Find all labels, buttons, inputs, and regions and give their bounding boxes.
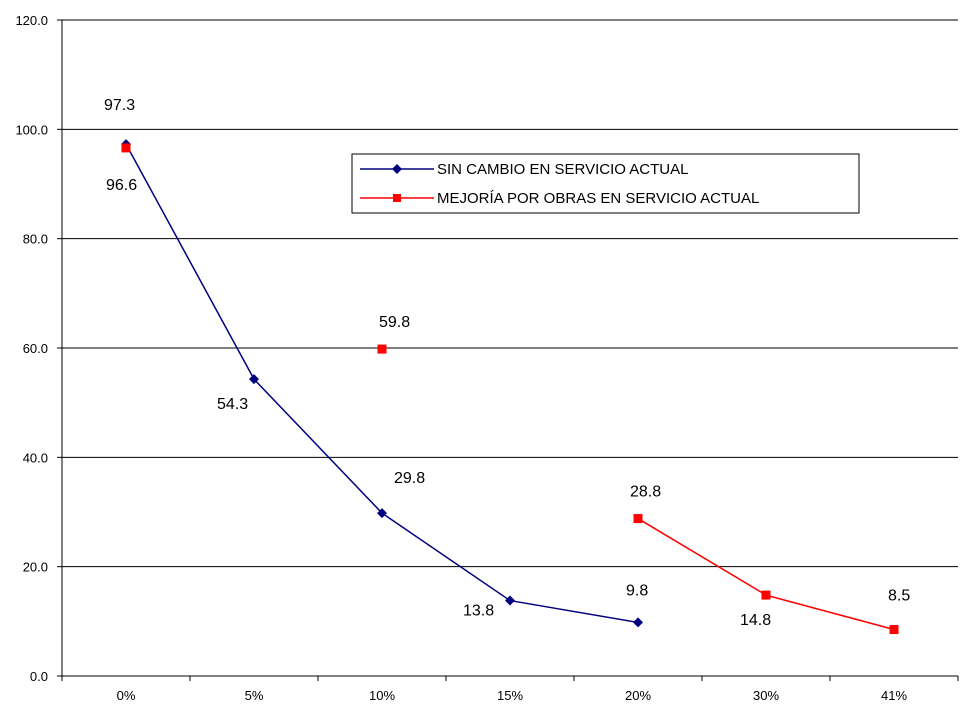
y-tick-label: 40.0 xyxy=(23,450,48,465)
legend-entry-sin-cambio: SIN CAMBIO EN SERVICIO ACTUAL xyxy=(360,161,688,178)
x-tick-label: 15% xyxy=(497,688,523,703)
legend-marker-diamond xyxy=(392,164,402,174)
series-2-point xyxy=(889,625,899,635)
legend-entry-mejoria: MEJORÍA POR OBRAS EN SERVICIO ACTUAL xyxy=(360,190,759,207)
series-2-point xyxy=(377,344,387,354)
series-1-point xyxy=(377,508,387,519)
series-1-point xyxy=(633,617,643,628)
series-2-point xyxy=(121,143,131,153)
series-1-data-label: 97.3 xyxy=(104,97,135,114)
series-2-line-segment xyxy=(765,594,895,631)
y-tick-label: 100.0 xyxy=(15,122,48,137)
series-1-line-segment xyxy=(125,143,255,380)
series-1-data-label: 54.3 xyxy=(217,396,248,413)
x-tick-label: 5% xyxy=(245,688,264,703)
y-tick-label: 0.0 xyxy=(30,669,48,684)
x-tick-label: 10% xyxy=(369,688,395,703)
series-1-data-label: 9.8 xyxy=(626,582,648,599)
series-2-line-segment xyxy=(637,517,767,596)
x-tick-label: 30% xyxy=(753,688,779,703)
legend-label-series-2: MEJORÍA POR OBRAS EN SERVICIO ACTUAL xyxy=(437,190,759,207)
series-2-data-label: 14.8 xyxy=(740,612,771,629)
y-tick-label: 120.0 xyxy=(15,13,48,28)
y-tick-label: 20.0 xyxy=(23,560,48,575)
x-tick-label: 20% xyxy=(625,688,651,703)
series-2-data-label: 59.8 xyxy=(379,314,410,331)
series-1-line-segment xyxy=(253,378,383,514)
series-2-data-label: 28.8 xyxy=(630,484,661,501)
x-tick-label: 0% xyxy=(117,688,136,703)
legend-box xyxy=(351,153,860,214)
legend-label-series-1: SIN CAMBIO EN SERVICIO ACTUAL xyxy=(437,161,688,178)
series-2-point xyxy=(761,590,771,600)
series-2-point xyxy=(633,514,643,524)
y-tick-label: 80.0 xyxy=(23,232,48,247)
series-2-data-label: 8.5 xyxy=(888,588,910,605)
series-2-data-label: 96.6 xyxy=(106,177,137,194)
series-1-data-label: 29.8 xyxy=(394,470,425,487)
series-1-point xyxy=(505,595,515,606)
x-tick-label: 41% xyxy=(881,688,907,703)
gridlines xyxy=(62,19,958,568)
data-labels: 97.3 54.3 29.8 13.8 9.8 96.6 59.8 28.8 14.8 8.5 xyxy=(104,97,910,629)
series-1-data-label: 13.8 xyxy=(463,603,494,620)
legend-marker-square xyxy=(393,194,401,202)
series-layer xyxy=(121,139,899,635)
series-1-line-segment xyxy=(509,599,639,624)
series-1-line-segment xyxy=(381,512,511,602)
axes: 0.0 20.0 40.0 60.0 80.0 100.0 120.0 0% 5% 10% 15% 2… xyxy=(15,13,959,703)
legend: SIN CAMBIO EN SERVICIO ACTUAL MEJORÍA PO… xyxy=(351,153,860,214)
y-tick-label: 60.0 xyxy=(23,341,48,356)
series-1-point xyxy=(249,374,259,385)
